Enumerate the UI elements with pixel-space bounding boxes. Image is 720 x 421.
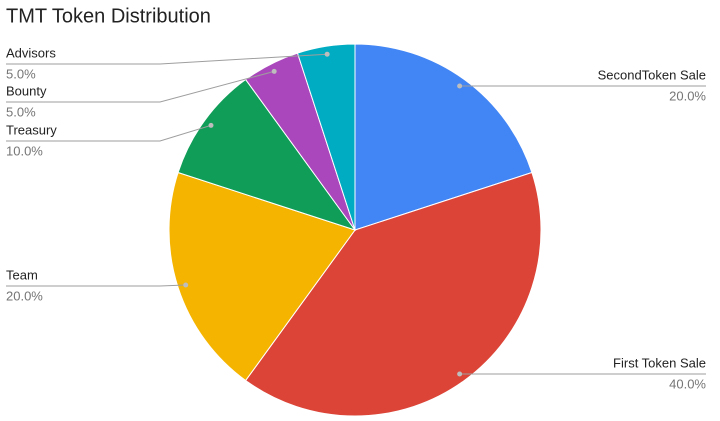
- value-label: 20.0%: [6, 288, 43, 303]
- slice-label: SecondToken Sale: [598, 67, 706, 82]
- slice-label: Team: [6, 267, 38, 282]
- leader-line: [6, 70, 275, 103]
- leader-dot: [208, 122, 214, 128]
- leader-line: [6, 124, 212, 142]
- slice-label: Treasury: [6, 122, 57, 137]
- leader-dot: [457, 83, 463, 89]
- chart-title: TMT Token Distribution: [6, 5, 211, 27]
- pie-slice: [177, 78, 357, 231]
- leader-dot: [457, 371, 463, 377]
- value-label: 20.0%: [669, 88, 706, 103]
- leader-dot: [183, 282, 189, 288]
- slice-label: Advisors: [6, 45, 56, 60]
- pie-slice: [244, 171, 542, 417]
- value-label: 40.0%: [669, 376, 706, 391]
- value-label: 5.0%: [6, 66, 36, 81]
- leader-dot: [271, 68, 277, 74]
- pie-slice: [168, 171, 356, 382]
- pie-slice: [296, 43, 356, 231]
- leader-line: [6, 53, 328, 65]
- value-label: 10.0%: [6, 143, 43, 158]
- slice-label: Bounty: [6, 83, 47, 98]
- pie-slice: [354, 43, 533, 231]
- slice-label: First Token Sale: [613, 355, 706, 370]
- leader-line: [6, 284, 186, 287]
- leader-dot: [324, 51, 330, 57]
- value-label: 5.0%: [6, 104, 36, 119]
